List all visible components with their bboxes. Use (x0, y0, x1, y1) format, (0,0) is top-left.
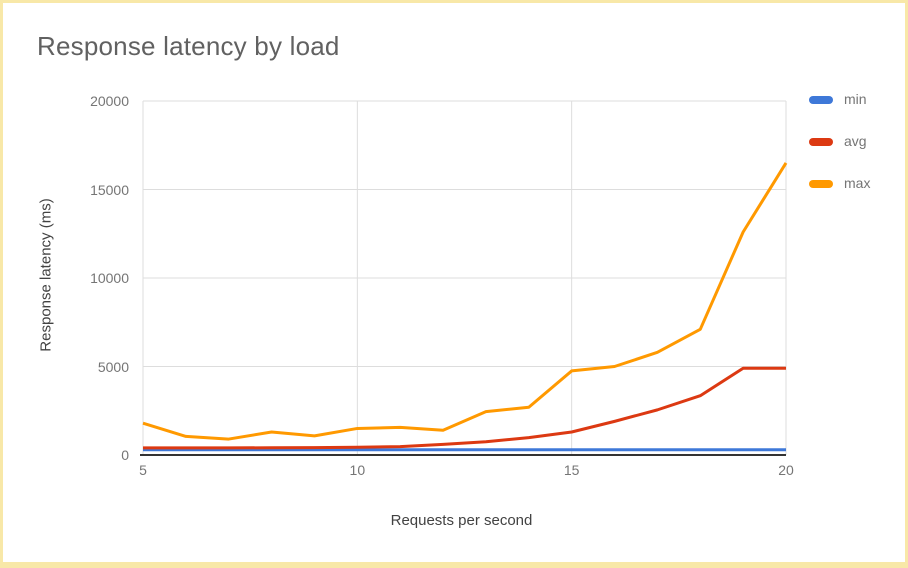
legend-swatch-min (809, 95, 833, 104)
legend: min avg max (809, 92, 870, 218)
x-tick-label: 20 (778, 462, 794, 478)
y-tick-label: 15000 (90, 181, 129, 198)
legend-label: max (844, 175, 871, 191)
plot-area (140, 100, 788, 456)
legend-item-min: min (809, 92, 870, 107)
y-tick-label: 0 (121, 447, 129, 463)
y-tick-label: 10000 (90, 270, 129, 286)
chart-title: Response latency by load (37, 31, 340, 61)
series-line-avg (143, 366, 786, 450)
legend-swatch-max (809, 179, 833, 188)
legend-label: avg (844, 133, 867, 149)
x-tick-label: 10 (349, 462, 366, 478)
y-tick-label: 20000 (90, 93, 129, 109)
series-line-max (142, 162, 788, 441)
legend-item-avg: avg (809, 134, 870, 149)
legend-label: min (844, 91, 867, 107)
legend-swatch-avg (809, 137, 833, 146)
x-tick-label: 15 (563, 462, 580, 478)
legend-item-max: max (809, 176, 870, 191)
x-tick-label: 5 (139, 462, 147, 478)
y-tick-label: 5000 (97, 358, 129, 375)
x-axis-title: Requests per second (390, 512, 533, 529)
